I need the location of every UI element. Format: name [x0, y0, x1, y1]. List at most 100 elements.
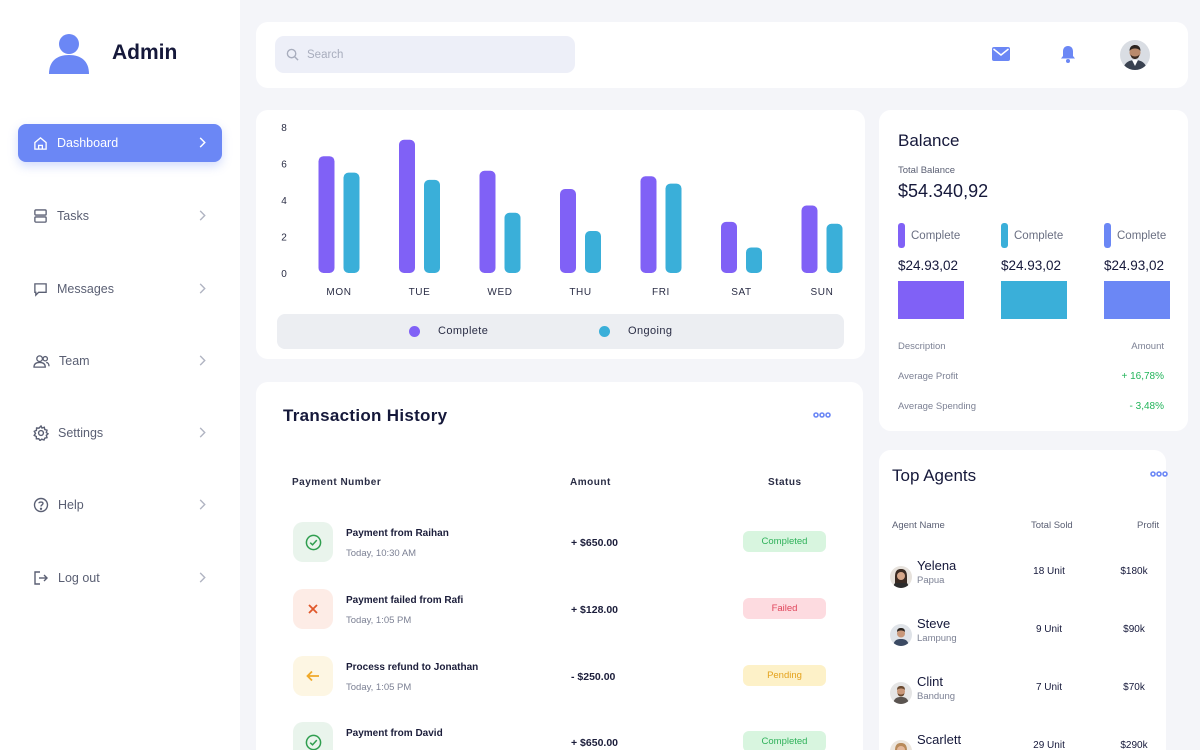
total-balance-label: Total Balance [898, 165, 956, 176]
weekly-chart-card: 0 2 4 6 8 MON TUE WED THU FRI SAT SUN Complete Ongo… [256, 110, 865, 359]
balance-item: Complete $24.93,02 [1001, 223, 1067, 319]
bar-ongoing-sat[interactable] [746, 247, 762, 273]
chevron-right-icon [199, 572, 206, 583]
balance-item-value: $24.93,02 [1001, 258, 1062, 273]
bar-complete-thu[interactable] [560, 189, 576, 273]
y-tick-label: 6 [281, 160, 287, 171]
sidebar-item-logout[interactable]: Log out [18, 559, 222, 597]
table-row[interactable]: Process refund to Jonathan Today, 1:05 P… [256, 656, 863, 716]
avatar[interactable] [1120, 40, 1150, 70]
balance-tag: Complete [1104, 223, 1170, 248]
status-badge: Pending [743, 665, 826, 686]
gear-icon [33, 425, 49, 441]
sidebar-item-dashboard[interactable]: Dashboard [18, 124, 222, 162]
sidebar-item-label: Help [58, 498, 84, 512]
balance-item-value: $24.93,02 [898, 258, 959, 273]
balance-color-block [898, 281, 964, 319]
profile-avatar-icon [1120, 40, 1150, 70]
agent-city: Papua [917, 575, 945, 586]
sidebar-item-tasks[interactable]: Tasks [18, 197, 222, 235]
more-options-icon[interactable] [1150, 471, 1168, 477]
sidebar-item-label: Settings [58, 426, 104, 440]
help-icon [33, 497, 49, 513]
table-row[interactable]: Payment from Raihan Today, 10:30 AM + $6… [256, 522, 863, 582]
x-tick-label: FRI [652, 287, 670, 298]
agent-city: Lampung [917, 633, 957, 644]
agent-row[interactable]: Clint Bandung 7 Unit $70k [879, 674, 1166, 714]
search-input[interactable] [307, 48, 557, 61]
x-tick-label: SUN [811, 287, 834, 298]
balance-item-label: Complete [1014, 229, 1064, 242]
more-options-icon[interactable] [813, 412, 831, 418]
arrow-left-icon [293, 656, 333, 696]
transaction-time: Today, 1:05 PM [346, 615, 412, 626]
balance-tag: Complete [898, 223, 964, 248]
agent-row[interactable]: Scarlett 29 Unit $290k [879, 732, 1166, 750]
bar-ongoing-sun[interactable] [826, 223, 843, 273]
column-header-agent: Agent Name [892, 520, 945, 531]
x-tick-label: THU [569, 287, 591, 298]
agent-total-sold: 29 Unit [1033, 740, 1065, 750]
search-box[interactable] [275, 36, 575, 73]
avatar [890, 624, 912, 646]
bar-complete-wed[interactable] [479, 170, 496, 273]
balance-card: Balance Total Balance $54.340,92 Complet… [879, 110, 1188, 431]
bell-icon[interactable] [1060, 45, 1076, 63]
user-icon [49, 34, 89, 74]
column-header-profit: Profit [1137, 520, 1160, 531]
bar-complete-mon[interactable] [318, 156, 335, 273]
x-tick-label: TUE [409, 287, 431, 298]
transaction-title: Transaction History [283, 406, 448, 425]
transaction-amount: + $650.00 [571, 737, 619, 749]
agent-total-sold: 18 Unit [1033, 566, 1065, 577]
bar-ongoing-fri[interactable] [665, 183, 682, 273]
transaction-history-card: Transaction History Payment Number Amoun… [256, 382, 863, 750]
chevron-right-icon [199, 137, 206, 148]
agent-profit: $90k [1123, 624, 1145, 635]
bar-chart: 0 2 4 6 8 MON TUE WED THU FRI SAT SUN [281, 123, 843, 298]
agent-row[interactable]: Yelena Papua 18 Unit $180k [879, 558, 1166, 598]
bar-ongoing-wed[interactable] [504, 212, 521, 273]
transaction-amount: + $128.00 [571, 604, 619, 616]
transaction-name: Process refund to Jonathan [346, 662, 479, 673]
bar-ongoing-thu[interactable] [585, 231, 601, 273]
chevron-right-icon [199, 499, 206, 510]
y-tick-label: 4 [281, 196, 287, 207]
bar-complete-sat[interactable] [721, 221, 737, 273]
brand: Admin [48, 32, 177, 74]
mail-icon[interactable] [992, 47, 1010, 61]
transaction-name: Payment failed from Rafi [346, 595, 464, 606]
message-icon [34, 282, 47, 297]
agent-name: Scarlett [917, 732, 962, 747]
bar-complete-tue[interactable] [399, 139, 415, 273]
average-profit-label: Average Profit [898, 371, 959, 382]
bar-ongoing-tue[interactable] [424, 179, 440, 273]
bar-complete-fri[interactable] [640, 176, 657, 273]
table-row[interactable]: Payment failed from Rafi Today, 1:05 PM … [256, 589, 863, 649]
agent-row[interactable]: Steve Lampung 9 Unit $90k [879, 616, 1166, 656]
transaction-amount: - $250.00 [571, 671, 616, 683]
check-icon [293, 522, 333, 562]
x-tick-label: SAT [731, 287, 752, 298]
sidebar-item-help[interactable]: Help [18, 486, 222, 524]
y-tick-label: 2 [281, 233, 287, 244]
agent-name: Yelena [917, 558, 957, 573]
sidebar-item-settings[interactable]: Settings [18, 414, 222, 452]
bar-complete-sun[interactable] [801, 205, 818, 273]
average-profit-value: + 16,78% [1121, 371, 1164, 382]
balance-tag: Complete [1001, 223, 1067, 248]
chevron-right-icon [199, 427, 206, 438]
search-icon [286, 48, 299, 61]
bar-ongoing-mon[interactable] [343, 172, 360, 273]
avatar [890, 682, 912, 704]
avatar [890, 566, 912, 588]
transaction-time: Today, 1:05 PM [346, 682, 412, 693]
agent-name: Clint [917, 674, 944, 689]
sidebar-item-label: Messages [57, 282, 114, 296]
sidebar-item-messages[interactable]: Messages [18, 270, 222, 308]
transaction-name: Payment from Raihan [346, 528, 449, 539]
sidebar-item-team[interactable]: Team [18, 342, 222, 380]
table-row[interactable]: Payment from David + $650.00 Completed [256, 722, 863, 750]
status-badge: Completed [743, 731, 826, 750]
sidebar: Admin Dashboard Tasks Messages Team Sett… [0, 0, 240, 750]
